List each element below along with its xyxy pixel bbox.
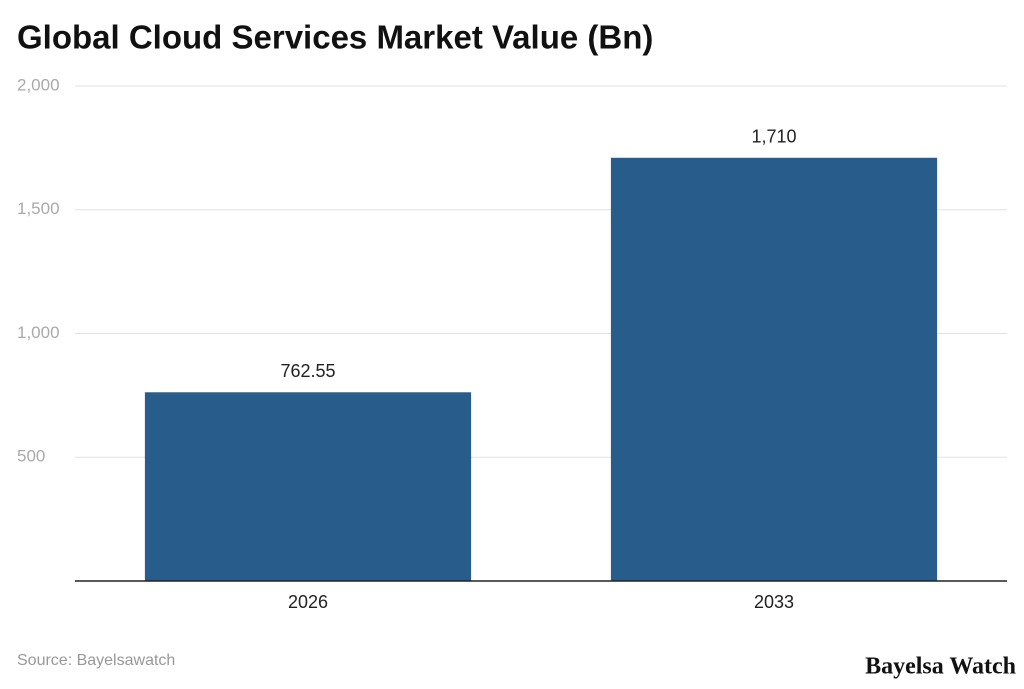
- bar: [610, 157, 938, 581]
- chart-title: Global Cloud Services Market Value (Bn): [17, 19, 653, 56]
- value-label: 1,710: [751, 127, 796, 147]
- y-tick-label: 500: [17, 447, 45, 466]
- source: Source: Bayelsawatch: [17, 652, 175, 669]
- brand: Bayelsa Watch: [865, 654, 1016, 680]
- bar: [144, 392, 472, 581]
- x-tick-label: 2033: [754, 592, 794, 612]
- y-tick-label: 1,500: [17, 199, 60, 218]
- x-tick-label: 2026: [288, 592, 328, 612]
- y-tick-label: 2,000: [17, 75, 60, 94]
- value-label: 762.55: [280, 361, 335, 381]
- y-tick-label: 1,000: [17, 323, 60, 342]
